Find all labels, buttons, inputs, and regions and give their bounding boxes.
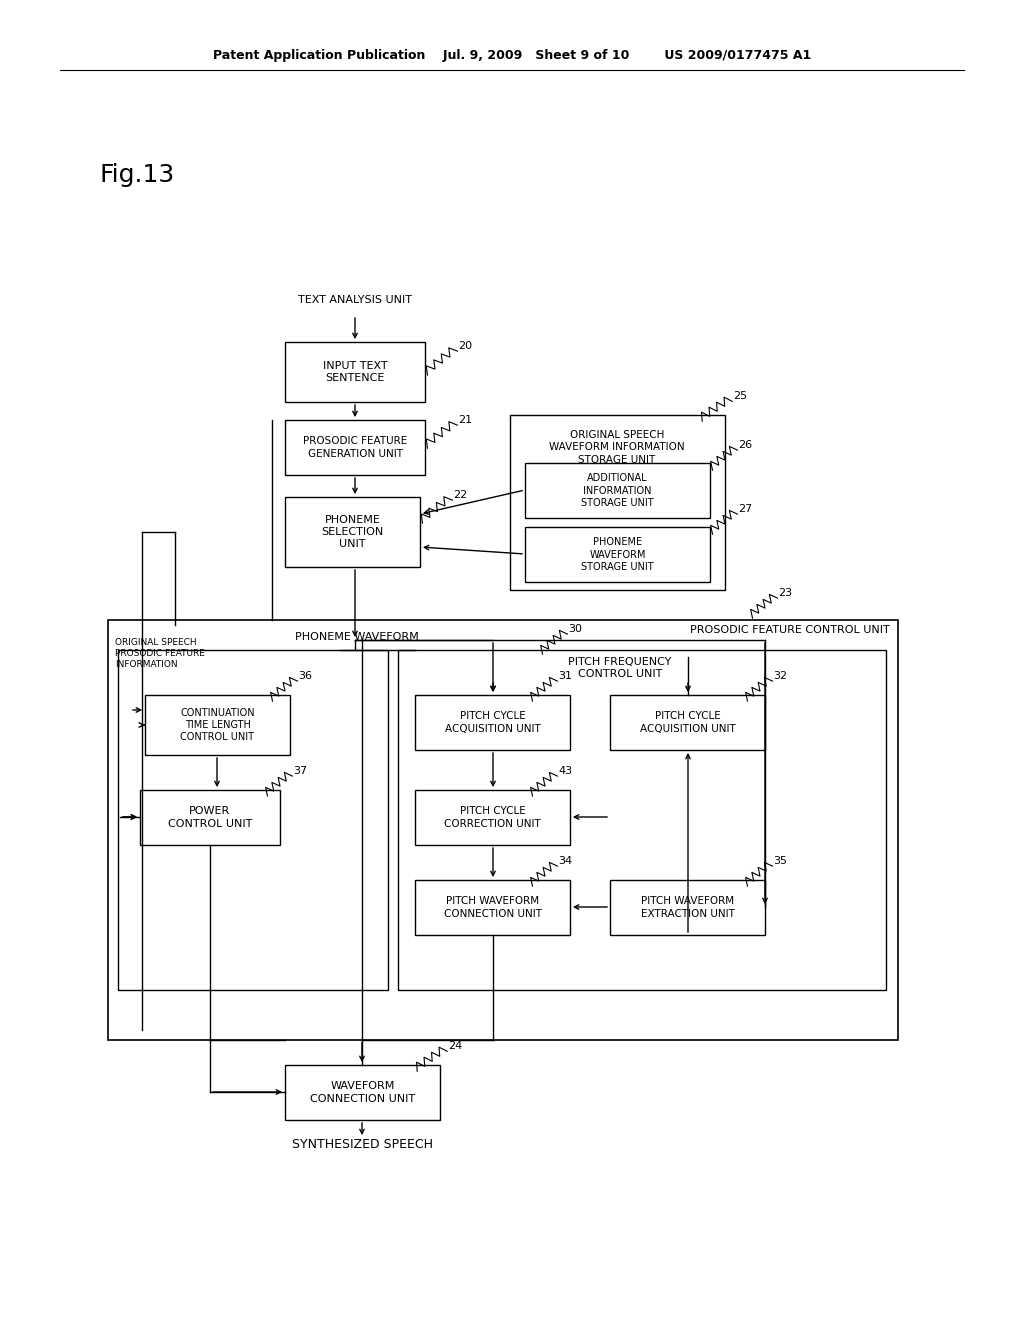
Bar (145, 696, 290, 755)
Text: 34: 34 (558, 855, 572, 866)
Text: WAVEFORM
CONNECTION UNIT: WAVEFORM CONNECTION UNIT (310, 1081, 415, 1104)
Text: 27: 27 (738, 504, 753, 513)
Bar (285, 342, 425, 403)
Text: PHONEME
WAVEFORM
STORAGE UNIT: PHONEME WAVEFORM STORAGE UNIT (582, 537, 653, 572)
Text: 26: 26 (738, 440, 752, 450)
Bar (525, 463, 710, 517)
Text: 24: 24 (449, 1041, 462, 1051)
Text: 31: 31 (558, 671, 572, 681)
Bar (415, 696, 570, 750)
Bar (525, 527, 710, 582)
Bar (610, 696, 765, 750)
Bar (415, 880, 570, 935)
Bar (398, 649, 886, 990)
Text: ORIGINAL SPEECH
PROSODIC FEATURE
INFORMATION: ORIGINAL SPEECH PROSODIC FEATURE INFORMA… (115, 638, 205, 669)
Text: PHONEME WAVEFORM: PHONEME WAVEFORM (295, 632, 419, 642)
Bar (118, 649, 388, 990)
Bar (108, 620, 898, 1040)
Text: 36: 36 (298, 671, 312, 681)
Bar (285, 498, 420, 568)
Text: PITCH CYCLE
ACQUISITION UNIT: PITCH CYCLE ACQUISITION UNIT (640, 711, 735, 734)
Text: INPUT TEXT
SENTENCE: INPUT TEXT SENTENCE (323, 360, 387, 383)
Text: PITCH WAVEFORM
EXTRACTION UNIT: PITCH WAVEFORM EXTRACTION UNIT (641, 896, 734, 919)
Text: 37: 37 (293, 766, 307, 776)
Text: ORIGINAL SPEECH
WAVEFORM INFORMATION
STORAGE UNIT: ORIGINAL SPEECH WAVEFORM INFORMATION STO… (549, 430, 685, 465)
Text: 21: 21 (458, 414, 472, 425)
Text: SYNTHESIZED SPEECH: SYNTHESIZED SPEECH (292, 1138, 432, 1151)
Text: POWER
CONTROL UNIT: POWER CONTROL UNIT (168, 807, 252, 829)
Bar (510, 414, 725, 590)
Text: 25: 25 (733, 391, 748, 401)
Text: PITCH FREQUENCY
CONTROL UNIT: PITCH FREQUENCY CONTROL UNIT (568, 657, 672, 680)
Bar (140, 789, 280, 845)
Text: 32: 32 (773, 671, 787, 681)
Text: Patent Application Publication    Jul. 9, 2009   Sheet 9 of 10        US 2009/01: Patent Application Publication Jul. 9, 2… (213, 49, 811, 62)
Text: PROSODIC FEATURE
GENERATION UNIT: PROSODIC FEATURE GENERATION UNIT (303, 437, 408, 459)
Text: PROSODIC FEATURE CONTROL UNIT: PROSODIC FEATURE CONTROL UNIT (690, 624, 890, 635)
Text: PITCH WAVEFORM
CONNECTION UNIT: PITCH WAVEFORM CONNECTION UNIT (443, 896, 542, 919)
Text: CONTINUATION
TIME LENGTH
CONTROL UNIT: CONTINUATION TIME LENGTH CONTROL UNIT (180, 708, 255, 742)
Text: PITCH CYCLE
ACQUISITION UNIT: PITCH CYCLE ACQUISITION UNIT (444, 711, 541, 734)
Text: 23: 23 (778, 587, 793, 598)
Text: ADDITIONAL
INFORMATION
STORAGE UNIT: ADDITIONAL INFORMATION STORAGE UNIT (582, 473, 653, 508)
Text: 43: 43 (558, 766, 572, 776)
Bar (285, 420, 425, 475)
Bar (415, 789, 570, 845)
Text: 30: 30 (568, 624, 582, 634)
Text: PITCH CYCLE
CORRECTION UNIT: PITCH CYCLE CORRECTION UNIT (444, 807, 541, 829)
Text: 22: 22 (453, 490, 467, 500)
Text: PHONEME
SELECTION
UNIT: PHONEME SELECTION UNIT (322, 515, 384, 549)
Bar (610, 880, 765, 935)
Text: Fig.13: Fig.13 (100, 162, 175, 187)
Bar (285, 1065, 440, 1119)
Text: 20: 20 (458, 341, 472, 351)
Text: TEXT ANALYSIS UNIT: TEXT ANALYSIS UNIT (298, 294, 412, 305)
Text: 35: 35 (773, 855, 787, 866)
